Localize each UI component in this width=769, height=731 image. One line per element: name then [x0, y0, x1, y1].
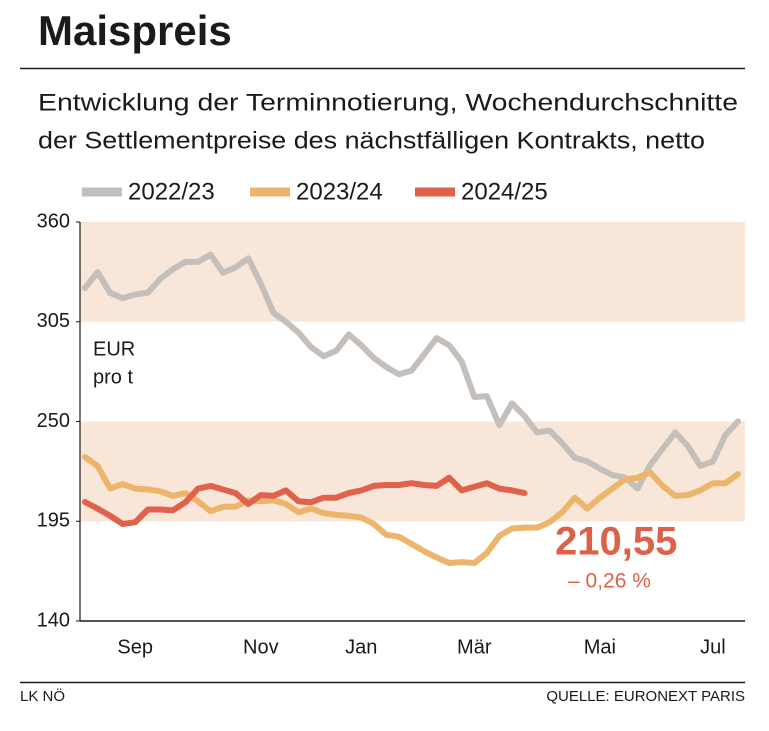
y-tick-label: 140 [37, 609, 70, 631]
unit-label: pro t [93, 366, 133, 388]
credit: LK NÖ [20, 687, 65, 705]
annotation-change: – 0,26 % [568, 570, 651, 593]
series-line [82, 474, 528, 527]
subtitle: der Settlementpreise des nächstfälligen … [38, 127, 705, 154]
annotation-value: 210,55 [555, 520, 677, 564]
band [80, 222, 745, 322]
chart-title: Maispreis [38, 7, 232, 54]
band [80, 421, 745, 522]
legend-label: 2022/23 [128, 178, 215, 205]
x-tick-label: Jul [700, 636, 726, 658]
subtitle: Entwicklung der Terminnotierung, Wochend… [38, 89, 738, 116]
source: QUELLE: EURONEXT PARIS [546, 688, 745, 705]
y-tick-label: 250 [37, 410, 70, 432]
legend-label: 2024/25 [461, 178, 548, 205]
x-tick-label: Mär [457, 636, 492, 658]
legend-label: 2023/24 [296, 178, 383, 205]
y-tick-label: 305 [37, 310, 70, 332]
x-tick-label: Sep [117, 636, 153, 658]
unit-label: EUR [93, 338, 135, 360]
x-tick-label: Jan [345, 636, 377, 658]
series-line [82, 454, 741, 566]
y-tick-label: 195 [37, 510, 70, 532]
y-tick-label: 360 [37, 210, 70, 232]
x-tick-label: Mai [584, 636, 616, 658]
x-tick-label: Nov [243, 636, 279, 658]
